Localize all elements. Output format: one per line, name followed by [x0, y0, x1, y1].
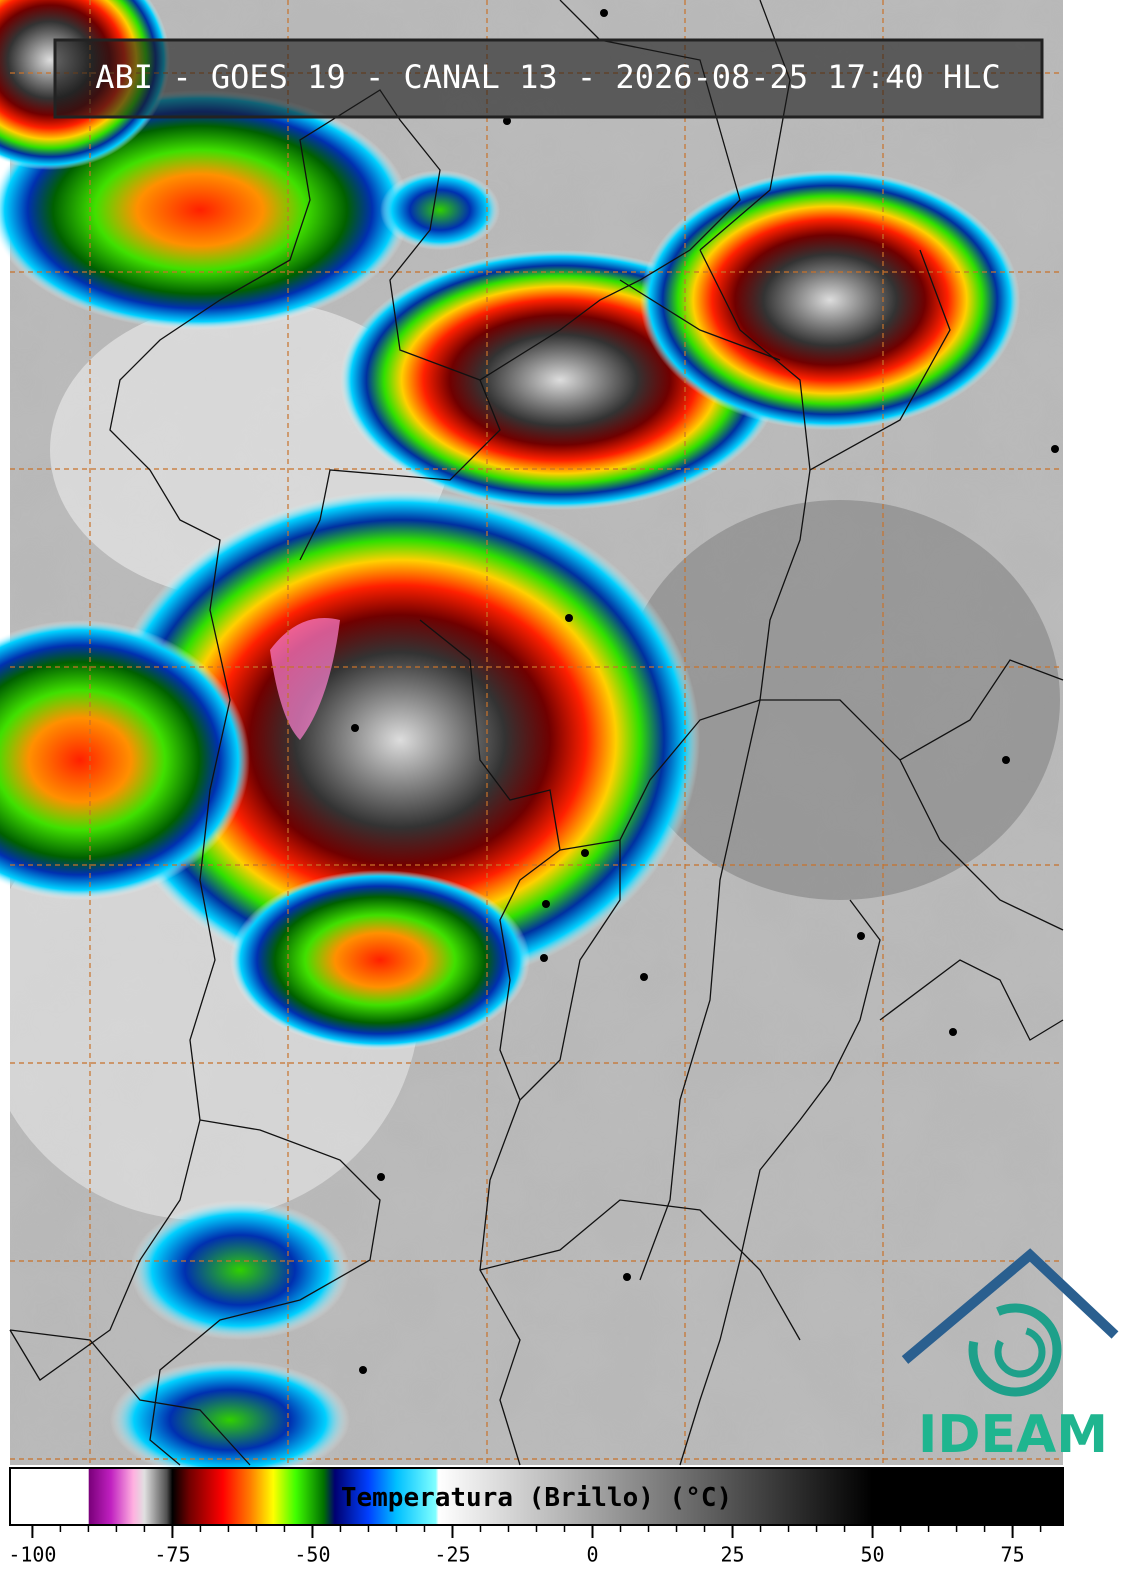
tick-label: 50 — [861, 1543, 885, 1567]
satellite-image — [0, 0, 1063, 1480]
tick-label: 25 — [720, 1543, 744, 1567]
city-markers — [351, 9, 1059, 1374]
title-box: ABI - GOES 19 - CANAL 13 - 2026-08-25 17… — [53, 38, 1044, 119]
title: ABI - GOES 19 - CANAL 13 - 2026-08-25 17… — [95, 58, 1000, 96]
tick-label: 0 — [586, 1543, 598, 1567]
logo-text: IDEAM — [918, 1405, 1108, 1465]
tick-label: -50 — [294, 1543, 330, 1567]
tick-label: -25 — [434, 1543, 470, 1567]
colorbar-label: Temperatura (Brillo) (°C) — [341, 1483, 732, 1513]
tick-label: 75 — [1001, 1543, 1025, 1567]
tick-label: -100 — [8, 1543, 56, 1567]
tick-label: -75 — [154, 1543, 190, 1567]
colorbar: Temperatura (Brillo) (°C) -100 -75 -50 -25 0 2… — [8, 1467, 1064, 1567]
colorbar-fill — [9, 1467, 1064, 1526]
logo: IDEAM — [901, 1248, 1119, 1465]
